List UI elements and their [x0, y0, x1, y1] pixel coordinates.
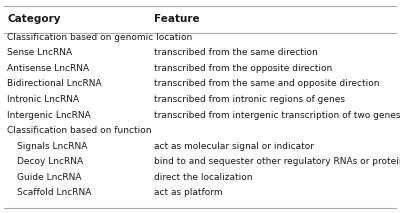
- Text: transcribed from the opposite direction: transcribed from the opposite direction: [154, 64, 332, 73]
- Text: act as molecular signal or indicator: act as molecular signal or indicator: [154, 142, 314, 151]
- Text: Classification based on function: Classification based on function: [7, 126, 152, 135]
- Text: transcribed from intronic regions of genes: transcribed from intronic regions of gen…: [154, 95, 345, 104]
- Text: act as platform: act as platform: [154, 188, 223, 197]
- Text: Intronic LncRNA: Intronic LncRNA: [7, 95, 79, 104]
- Text: direct the localization: direct the localization: [154, 173, 252, 182]
- Text: transcribed from intergenic transcription of two genes: transcribed from intergenic transcriptio…: [154, 111, 400, 119]
- Text: bind to and sequester other regulatory RNAs or proteins: bind to and sequester other regulatory R…: [154, 157, 400, 166]
- Text: Sense LncRNA: Sense LncRNA: [7, 48, 72, 57]
- Text: Feature: Feature: [154, 14, 200, 24]
- Text: transcribed from the same and opposite direction: transcribed from the same and opposite d…: [154, 79, 380, 88]
- Text: Decoy LncRNA: Decoy LncRNA: [17, 157, 83, 166]
- Text: Intergenic LncRNA: Intergenic LncRNA: [7, 111, 91, 119]
- Text: Category: Category: [7, 14, 61, 24]
- Text: Antisense LncRNA: Antisense LncRNA: [7, 64, 89, 73]
- Text: Scaffold LncRNA: Scaffold LncRNA: [17, 188, 92, 197]
- Text: Guide LncRNA: Guide LncRNA: [17, 173, 82, 182]
- Text: Classification based on genomic location: Classification based on genomic location: [7, 33, 192, 42]
- Text: Bidirectional LncRNA: Bidirectional LncRNA: [7, 79, 102, 88]
- Text: transcribed from the same direction: transcribed from the same direction: [154, 48, 318, 57]
- Text: Signals LncRNA: Signals LncRNA: [17, 142, 88, 151]
